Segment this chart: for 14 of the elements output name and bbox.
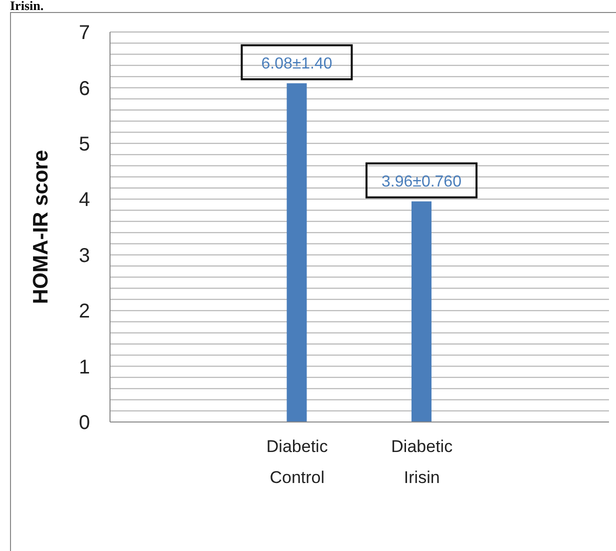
y-tick-label: 6 <box>78 78 90 100</box>
x-tick-label: Diabetic Irisin <box>391 437 454 487</box>
y-tick-label: 0 <box>78 412 90 434</box>
chart-title: Irisin. <box>10 0 44 13</box>
data-label: 3.96±0.760 <box>382 173 462 190</box>
y-tick-label: 7 <box>78 22 90 44</box>
y-tick-label: 3 <box>78 244 90 267</box>
y-tick-label: 1 <box>78 356 90 378</box>
y-tick-label: 5 <box>78 134 90 156</box>
y-axis-title: HOMA-IR score <box>29 150 52 304</box>
y-tick-label: 2 <box>78 300 90 323</box>
data-label: 6.08±1.40 <box>261 55 332 72</box>
x-tick-label: Diabetic Control <box>266 437 328 487</box>
y-tick-label: 4 <box>78 189 90 212</box>
